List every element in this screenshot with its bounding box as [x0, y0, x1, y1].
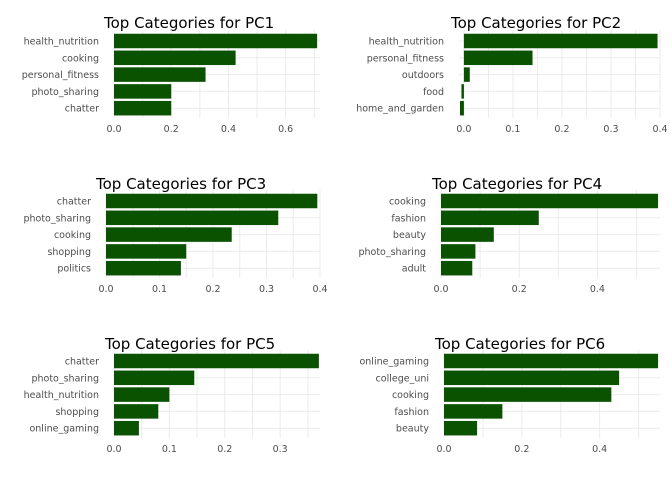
x-tick-label: 0.3	[603, 124, 618, 135]
bar-photo_sharing	[114, 370, 195, 386]
x-tick-label: 0.2	[205, 284, 220, 295]
bar-shopping	[106, 244, 187, 259]
panel-pc3: Top Categories for PC3 chatter photo_shari…	[23, 175, 327, 295]
x-tick-label: 0.1	[152, 284, 167, 295]
category-label: chatter	[65, 357, 99, 368]
x-tick-label: 0.0	[436, 444, 451, 455]
category-label: cooking	[389, 197, 426, 208]
x-tick-label: 0.3	[273, 444, 288, 455]
x-tick-label: 0.4	[652, 124, 667, 135]
bar-photo_sharing	[106, 210, 279, 226]
category-label: food	[423, 87, 444, 98]
panel-title: Top Categories for PC4	[431, 175, 602, 193]
bar-shopping	[114, 404, 159, 419]
bar-adult	[441, 260, 473, 276]
category-label: photo_sharing	[23, 213, 91, 224]
panel-title: Top Categories for PC6	[434, 335, 605, 353]
category-label: personal_fitness	[367, 53, 444, 64]
category-label: cooking	[392, 390, 429, 401]
category-label: adult	[402, 264, 427, 275]
category-label: health_nutrition	[24, 37, 99, 48]
bar-chatter	[114, 100, 172, 116]
bar-fashion	[441, 210, 539, 226]
panel-pc2: Top Categories for PC2 health_nutritionpe…	[356, 14, 667, 135]
x-tick-label: 0.4	[590, 284, 605, 295]
x-tick-label: 0.2	[512, 284, 527, 295]
bar-online_gaming	[444, 353, 659, 369]
x-tick-label: 0.4	[592, 444, 607, 455]
category-label: home_and_garden	[356, 104, 444, 115]
bar-fashion	[444, 404, 503, 419]
category-label: photo_sharing	[31, 87, 99, 98]
x-tick-label: 0.0	[456, 124, 471, 135]
x-tick-label: 0.0	[106, 124, 121, 135]
x-tick-label: 0.6	[278, 124, 293, 135]
x-tick-label: 0.2	[217, 444, 232, 455]
bar-photo_sharing	[114, 84, 172, 99]
category-label: college_uni	[376, 373, 429, 384]
bar-chatter	[106, 193, 318, 209]
x-tick-label: 0.0	[433, 284, 448, 295]
category-label: fashion	[391, 213, 426, 224]
category-label: online_gaming	[359, 357, 429, 368]
x-tick-label: 0.0	[106, 444, 121, 455]
category-label: health_nutrition	[24, 390, 99, 401]
bar-beauty	[444, 420, 478, 436]
bar-beauty	[441, 227, 494, 242]
x-tick-label: 0.2	[554, 124, 569, 135]
panel-title: Top Categories for PC5	[104, 335, 275, 353]
bar-home_and_garden	[459, 100, 464, 116]
bar-politics	[106, 260, 181, 276]
category-label: shopping	[47, 247, 91, 258]
category-label: personal_fitness	[22, 70, 99, 81]
category-label: photo_sharing	[358, 247, 426, 258]
bar-cooking	[441, 193, 659, 209]
category-label: fashion	[394, 407, 429, 418]
panel-pc5: Top Categories for PC5 chatter photo_shari…	[24, 335, 320, 455]
category-label: politics	[57, 264, 91, 275]
panel-title: Top Categories for PC2	[450, 14, 621, 32]
category-label: beauty	[393, 230, 426, 241]
x-tick-label: 0.1	[505, 124, 520, 135]
bar-cooking	[444, 387, 612, 402]
category-label: chatter	[65, 104, 99, 115]
panel-pc1: Top Categories for PC1 health_nutritionco…	[22, 14, 320, 135]
bar-chatter	[114, 353, 319, 369]
category-label: online_gaming	[29, 424, 99, 435]
x-tick-label: 0.0	[98, 284, 113, 295]
category-label: photo_sharing	[31, 373, 99, 384]
bar-outdoors	[463, 67, 470, 82]
bar-college_uni	[444, 370, 620, 386]
category-label: beauty	[396, 424, 429, 435]
panel-title: Top Categories for PC3	[95, 175, 266, 193]
x-tick-label: 0.2	[514, 444, 529, 455]
x-tick-label: 0.2	[164, 124, 179, 135]
category-label: cooking	[62, 53, 99, 64]
x-tick-label: 0.3	[259, 284, 274, 295]
bar-photo_sharing	[441, 244, 476, 259]
category-label: outdoors	[402, 70, 444, 81]
bar-cooking	[106, 227, 232, 242]
category-label: cooking	[54, 230, 91, 241]
bar-cooking	[114, 50, 236, 66]
bar-health_nutrition	[114, 33, 318, 49]
category-label: shopping	[55, 407, 99, 418]
bar-health_nutrition	[463, 33, 658, 49]
bar-food	[461, 84, 464, 99]
bar-online_gaming	[114, 420, 139, 436]
bar-personal_fitness	[114, 67, 206, 82]
x-tick-label: 0.4	[312, 284, 327, 295]
x-tick-label: 0.1	[162, 444, 177, 455]
panel-title: Top Categories for PC1	[103, 14, 274, 32]
bar-health_nutrition	[114, 387, 170, 402]
bar-personal_fitness	[463, 50, 533, 66]
x-tick-label: 0.4	[221, 124, 236, 135]
panel-pc4: Top Categories for PC4 cooking fashion beau…	[358, 175, 660, 295]
panel-pc6: Top Categories for PC6 online_gamingcolle…	[359, 335, 660, 455]
category-label: health_nutrition	[369, 37, 444, 48]
category-label: chatter	[57, 197, 91, 208]
